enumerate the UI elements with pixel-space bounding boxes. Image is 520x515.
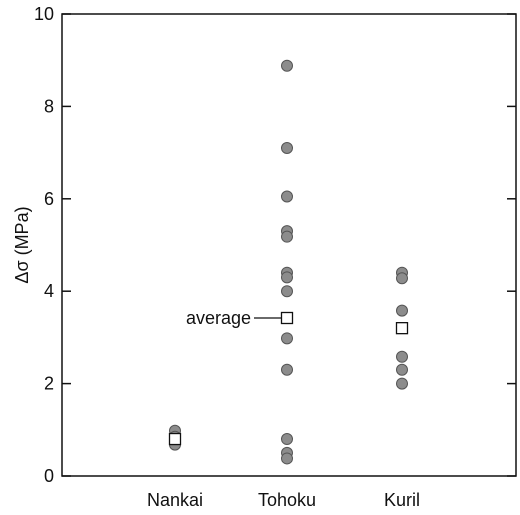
y-tick-label-10: 10 [34,4,54,24]
data-point-tohoku-4 [281,230,293,243]
data-point-kuril-1 [396,272,408,285]
x-tick-label-tohoku: Tohoku [258,490,316,510]
data-point-kuril-4 [396,363,408,376]
data-point-kuril-5 [396,377,408,390]
data-point-tohoku-7 [281,285,293,298]
data-point-tohoku-9 [281,363,293,376]
data-point-tohoku-6 [281,271,293,284]
x-tick-label-nankai: Nankai [147,490,203,510]
data-point-tohoku-2 [281,190,293,203]
y-tick-label-8: 8 [44,96,54,116]
data-points [169,59,408,465]
data-point-kuril-3 [396,350,408,363]
average-annotation: average [186,308,281,328]
average-label: average [186,308,251,328]
y-tick-label-4: 4 [44,281,54,301]
y-tick-label-2: 2 [44,374,54,394]
y-tick-label-6: 6 [44,189,54,209]
data-point-tohoku-8 [281,332,293,345]
data-point-tohoku-0 [281,59,293,72]
data-point-tohoku-1 [281,141,293,154]
y-axis [62,13,516,477]
y-tick-labels: 0 2 4 6 8 10 [34,4,54,486]
average-marker-kuril [395,322,409,335]
average-marker-nankai [168,432,182,446]
y-tick-label-0: 0 [44,466,54,486]
x-tick-labels: Nankai Tohoku Kuril [147,490,420,510]
average-markers [168,311,409,446]
data-point-tohoku-12 [281,452,293,465]
data-point-tohoku-10 [281,433,293,446]
average-marker-tohoku [280,311,294,325]
x-tick-label-kuril: Kuril [384,490,420,510]
data-point-kuril-2 [396,304,408,317]
plot-frame [61,13,517,477]
y-axis-title: Δσ (MPa) [12,206,32,283]
